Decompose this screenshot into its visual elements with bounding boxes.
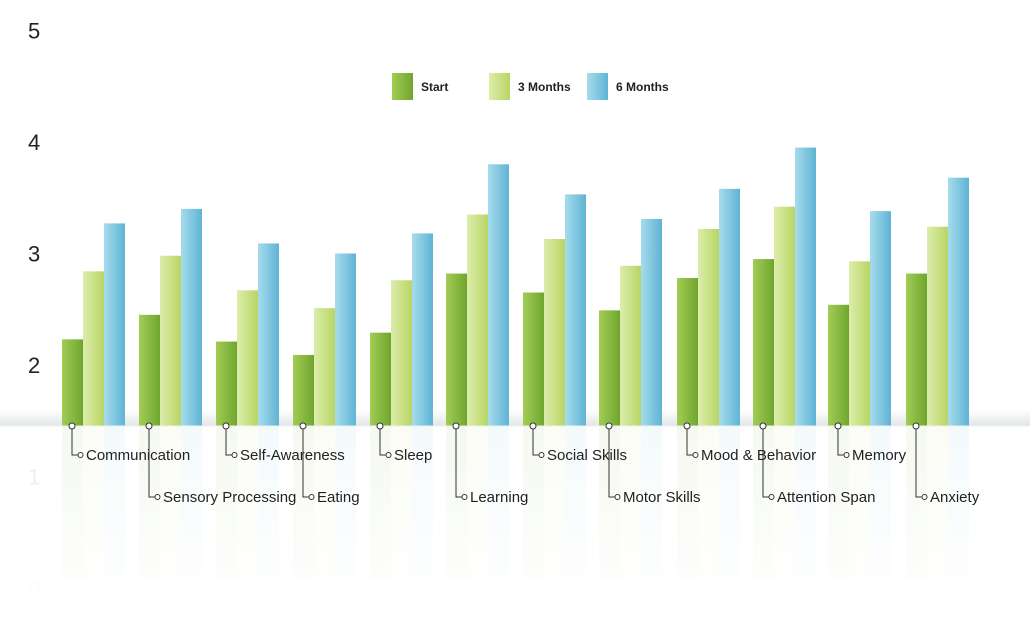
category-label-communication: Communication [86, 447, 190, 464]
bar-3-months-sensory-processing[interactable] [160, 255, 181, 426]
bar-3-months-communication[interactable] [83, 271, 104, 426]
bar-start-communication[interactable] [62, 339, 83, 426]
bar-start-mood-and-behavior[interactable] [677, 278, 698, 426]
bar-6-months-self-awareness[interactable] [258, 243, 279, 426]
label-anchor-dot [222, 422, 230, 430]
label-leader-line [148, 429, 155, 498]
reflection-fade [0, 426, 1030, 615]
label-anchor-dot [376, 422, 384, 430]
label-anchor-dot [452, 422, 460, 430]
label-end-dot [768, 494, 775, 500]
bar-3-months-anxiety[interactable] [927, 226, 948, 426]
label-anchor-dot [299, 422, 307, 430]
label-leader-line [71, 429, 78, 456]
label-end-dot [308, 494, 315, 500]
bar-6-months-eating[interactable] [335, 253, 356, 427]
bar-start-attention-span[interactable] [753, 259, 774, 426]
legend-label-6-months: 6 Months [616, 80, 669, 94]
bar-start-anxiety[interactable] [906, 273, 927, 426]
legend-label-start: Start [421, 80, 448, 94]
category-label-eating: Eating [317, 489, 360, 506]
label-leader-line [686, 429, 693, 456]
category-label-mood-and-behavior: Mood & Behavior [701, 447, 816, 464]
label-end-dot [154, 494, 161, 500]
bar-start-self-awareness[interactable] [216, 341, 237, 426]
category-label-attention-span: Attention Span [777, 489, 875, 506]
label-end-dot [77, 452, 84, 458]
bar-start-sleep[interactable] [370, 332, 391, 426]
bar-6-months-attention-span[interactable] [795, 147, 816, 426]
legend: Start 3 Months 6 Months [392, 73, 669, 100]
label-leader-line [608, 429, 615, 498]
label-anchor-dot [605, 422, 613, 430]
bar-6-months-anxiety[interactable] [948, 177, 969, 426]
label-end-dot [692, 452, 699, 458]
label-anchor-dot [68, 422, 76, 430]
y-tick-label: 4 [28, 130, 40, 155]
label-end-dot [843, 452, 850, 458]
bar-6-months-social-skills[interactable] [565, 194, 586, 426]
bar-start-sensory-processing[interactable] [139, 314, 160, 426]
bar-3-months-social-skills[interactable] [544, 239, 565, 426]
label-leader-line [379, 429, 386, 456]
category-label-social-skills: Social Skills [547, 447, 627, 464]
bar-3-months-self-awareness[interactable] [237, 290, 258, 426]
bar-start-eating[interactable] [293, 354, 314, 426]
label-anchor-dot [683, 422, 691, 430]
label-leader-line [762, 429, 769, 498]
label-anchor-dot [834, 422, 842, 430]
label-end-dot [614, 494, 621, 500]
label-anchor-dot [529, 422, 537, 430]
label-leader-line [302, 429, 309, 498]
bar-3-months-eating[interactable] [314, 308, 335, 426]
bar-start-learning[interactable] [446, 273, 467, 426]
bar-start-memory[interactable] [828, 304, 849, 426]
bar-6-months-learning[interactable] [488, 164, 509, 427]
bar-3-months-sleep[interactable] [391, 280, 412, 426]
category-label-motor-skills: Motor Skills [623, 489, 701, 506]
label-leader-line [837, 429, 844, 456]
category-label-memory: Memory [852, 447, 907, 464]
label-leader-line [532, 429, 539, 456]
label-end-dot [461, 494, 468, 500]
bar-6-months-mood-and-behavior[interactable] [719, 188, 740, 426]
category-label-sensory-processing: Sensory Processing [163, 489, 296, 506]
category-label-learning: Learning [470, 489, 528, 506]
bar-6-months-communication[interactable] [104, 223, 125, 426]
bar-6-months-motor-skills[interactable] [641, 218, 662, 426]
y-tick-label: 2 [28, 353, 40, 378]
label-end-dot [538, 452, 545, 458]
legend-label-3-months: 3 Months [518, 80, 571, 94]
label-leader-line [915, 429, 922, 498]
bar-6-months-sleep[interactable] [412, 233, 433, 426]
bar-6-months-memory[interactable] [870, 211, 891, 426]
bar-6-months-sensory-processing[interactable] [181, 208, 202, 426]
label-leader-line [455, 429, 462, 498]
legend-swatch-3-months [489, 73, 510, 100]
bar-start-social-skills[interactable] [523, 292, 544, 426]
bar-3-months-attention-span[interactable] [774, 206, 795, 426]
label-anchor-dot [912, 422, 920, 430]
y-tick-label: 5 [28, 19, 40, 44]
label-end-dot [231, 452, 238, 458]
label-anchor-dot [759, 422, 767, 430]
bar-3-months-learning[interactable] [467, 214, 488, 426]
label-leader-line [225, 429, 232, 456]
bar-start-motor-skills[interactable] [599, 310, 620, 426]
y-tick-label: 3 [28, 242, 40, 267]
label-anchor-dot [145, 422, 153, 430]
bar-3-months-motor-skills[interactable] [620, 265, 641, 426]
legend-swatch-6-months [587, 73, 608, 100]
label-end-dot [385, 452, 392, 458]
bar-3-months-memory[interactable] [849, 261, 870, 426]
category-label-sleep: Sleep [394, 447, 432, 464]
label-end-dot [921, 494, 928, 500]
category-label-anxiety: Anxiety [930, 489, 980, 506]
bar-3-months-mood-and-behavior[interactable] [698, 228, 719, 426]
legend-swatch-start [392, 73, 413, 100]
category-label-self-awareness: Self-Awareness [240, 447, 345, 464]
